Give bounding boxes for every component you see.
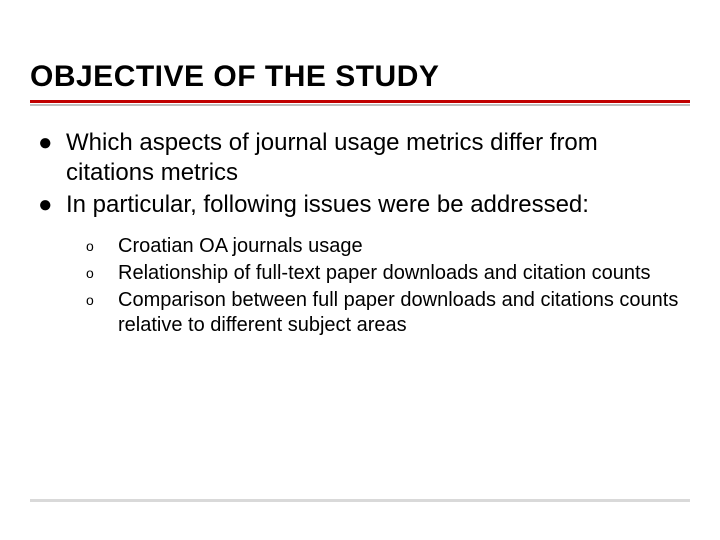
title-rules bbox=[30, 100, 690, 106]
list-item: o Relationship of full-text paper downlo… bbox=[86, 261, 690, 286]
list-item: o Croatian OA journals usage bbox=[86, 234, 690, 259]
bullet-icon: o bbox=[86, 234, 118, 256]
list-item: ● In particular, following issues were b… bbox=[38, 190, 690, 220]
list-item-text: In particular, following issues were be … bbox=[66, 190, 690, 220]
bullet-icon: o bbox=[86, 261, 118, 283]
rule-gray bbox=[30, 104, 690, 106]
rule-red bbox=[30, 100, 690, 103]
sub-bullet-list: o Croatian OA journals usage o Relations… bbox=[30, 234, 690, 338]
list-item-text: Relationship of full-text paper download… bbox=[118, 261, 690, 286]
list-item-text: Croatian OA journals usage bbox=[118, 234, 690, 259]
title-block: OBJECTIVE OF THE STUDY bbox=[30, 60, 690, 106]
bullet-icon: o bbox=[86, 288, 118, 310]
list-item: ● Which aspects of journal usage metrics… bbox=[38, 128, 690, 188]
content: ● Which aspects of journal usage metrics… bbox=[30, 128, 690, 338]
footer-rule bbox=[30, 499, 690, 502]
slide: OBJECTIVE OF THE STUDY ● Which aspects o… bbox=[0, 0, 720, 540]
bullet-icon: ● bbox=[38, 128, 66, 158]
list-item-text: Comparison between full paper downloads … bbox=[118, 288, 690, 338]
main-bullet-list: ● Which aspects of journal usage metrics… bbox=[30, 128, 690, 220]
bullet-icon: ● bbox=[38, 190, 66, 220]
list-item: o Comparison between full paper download… bbox=[86, 288, 690, 338]
list-item-text: Which aspects of journal usage metrics d… bbox=[66, 128, 690, 188]
slide-title: OBJECTIVE OF THE STUDY bbox=[30, 60, 690, 94]
